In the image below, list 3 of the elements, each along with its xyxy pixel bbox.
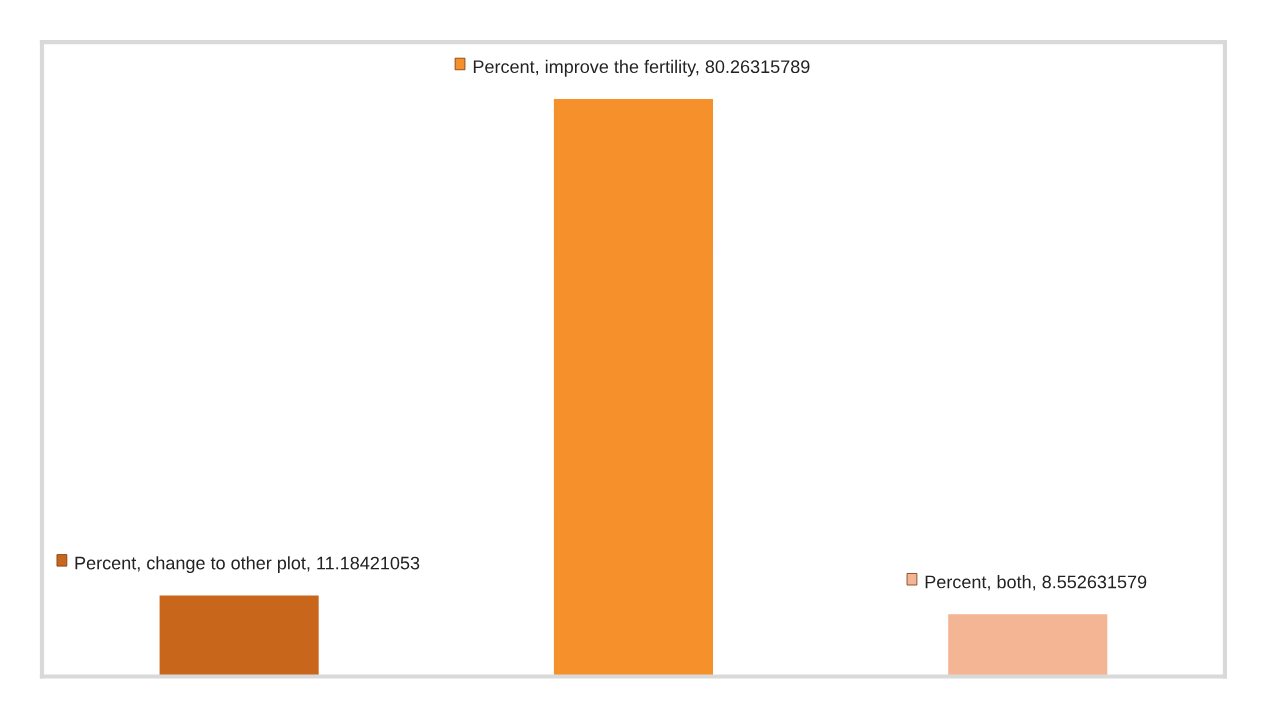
data-label: Percent, change to other plot, 11.18421053 [75, 556, 420, 574]
data-label: Percent, improve the fertility, 80.26315789 [473, 59, 810, 77]
data-label: Percent, both, 8.552631579 [925, 575, 1147, 591]
